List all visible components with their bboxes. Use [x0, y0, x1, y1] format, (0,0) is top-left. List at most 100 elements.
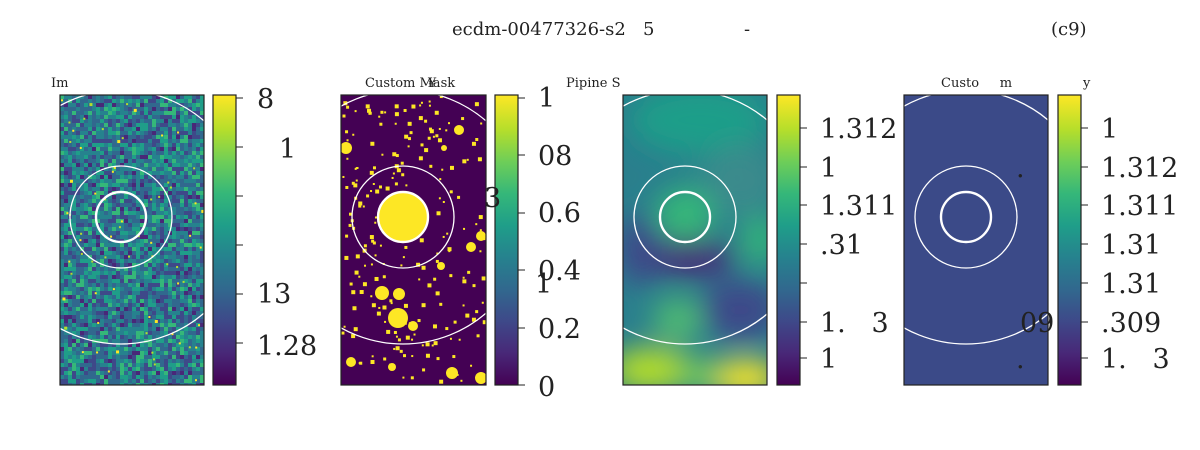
- noise-pixel: [196, 319, 200, 323]
- noise-pixel: [96, 107, 100, 111]
- noise-pixel: [120, 343, 124, 347]
- overlap-dot: .: [1016, 344, 1025, 375]
- noise-pixel: [116, 99, 120, 103]
- noise-pixel: [124, 363, 128, 367]
- noise-pixel: [160, 323, 164, 327]
- noise-pixel: [188, 327, 192, 331]
- noise-pixel: [80, 95, 84, 99]
- noise-pixel: [180, 231, 184, 235]
- noise-pixel: [84, 263, 88, 267]
- noise-pixel: [168, 147, 172, 151]
- noise-pixel: [92, 371, 96, 375]
- noise-pixel: [96, 219, 100, 223]
- noise-pixel: [164, 151, 168, 155]
- noise-pixel: [72, 303, 76, 307]
- noise-pixel: [84, 191, 88, 195]
- noise-pixel: [64, 243, 68, 247]
- noise-pixel: [104, 143, 108, 147]
- noise-pixel: [76, 339, 80, 343]
- noise-pixel: [68, 275, 72, 279]
- noise-pixel: [140, 303, 144, 307]
- noise-pixel: [60, 319, 64, 323]
- noise-pixel: [60, 231, 64, 235]
- noise-pixel: [128, 167, 132, 171]
- noise-pixel: [148, 131, 152, 135]
- panel-2-outer-ring: [341, 95, 486, 345]
- noise-pixel: [120, 259, 124, 263]
- noise-pixel: [176, 207, 180, 211]
- noise-pixel: [192, 143, 196, 147]
- noise-pixel: [124, 151, 128, 155]
- noise-pixel: [148, 267, 152, 271]
- noise-pixel: [112, 147, 116, 151]
- noise-pixel: [100, 195, 104, 199]
- noise-pixel: [92, 203, 96, 207]
- noise-pixel: [176, 147, 180, 151]
- noise-pixel: [64, 251, 68, 255]
- noise-pixel: [80, 295, 84, 299]
- noise-pixel: [184, 167, 188, 171]
- noise-pixel: [84, 259, 88, 263]
- noise-pixel: [180, 235, 184, 239]
- panel-4-title: Custo m: [941, 76, 1012, 91]
- noise-pixel: [88, 375, 92, 379]
- noise-pixel: [80, 179, 84, 183]
- noise-pixel: [180, 315, 184, 319]
- noise-pixel: [100, 343, 104, 347]
- noise-pixel: [72, 343, 76, 347]
- noise-pixel: [152, 191, 156, 195]
- noise-pixel: [164, 159, 168, 163]
- noise-pixel: [188, 291, 192, 295]
- noise-pixel: [76, 331, 80, 335]
- noise-pixel: [188, 127, 192, 131]
- noise-pixel: [64, 291, 68, 295]
- noise-pixel: [200, 271, 204, 275]
- noise-pixel: [100, 375, 104, 379]
- noise-pixel: [112, 103, 116, 107]
- noise-pixel: [144, 243, 148, 247]
- noise-pixel: [112, 283, 116, 287]
- noise-pixel: [108, 115, 112, 119]
- noise-pixel: [108, 283, 112, 287]
- noise-pixel: [68, 351, 72, 355]
- noise-pixel: [104, 279, 108, 283]
- noise-pixel: [112, 339, 116, 343]
- noise-pixel: [188, 211, 192, 215]
- noise-pixel: [104, 199, 108, 203]
- noise-pixel: [188, 243, 192, 247]
- noise-pixel: [116, 287, 120, 291]
- noise-pixel: [116, 167, 120, 171]
- noise-pixel: [116, 231, 120, 235]
- noise-pixel: [152, 159, 156, 163]
- noise-pixel: [76, 219, 80, 223]
- noise-pixel: [132, 211, 136, 215]
- mask-pixel: [445, 327, 449, 331]
- noise-pixel: [84, 135, 88, 139]
- noise-pixel: [156, 123, 160, 127]
- noise-pixel: [152, 335, 156, 339]
- noise-pixel: [68, 115, 72, 119]
- noise-pixel: [180, 255, 184, 259]
- noise-pixel: [100, 187, 104, 191]
- noise-pixel: [124, 279, 128, 283]
- noise-pixel: [104, 291, 108, 295]
- noise-pixel: [180, 131, 184, 135]
- noise-pixel: [160, 235, 164, 239]
- panel-3-title: Pipine S: [566, 76, 621, 91]
- noise-pixel: [176, 255, 180, 259]
- noise-pixel: [136, 375, 140, 379]
- noise-pixel: [172, 159, 176, 163]
- noise-pixel: [156, 347, 160, 351]
- noise-pixel: [100, 131, 104, 135]
- noise-pixel: [192, 151, 196, 155]
- star-pixel: [199, 246, 202, 249]
- noise-pixel: [64, 311, 68, 315]
- noise-pixel: [200, 343, 204, 347]
- noise-pixel: [184, 287, 188, 291]
- noise-pixel: [60, 259, 64, 263]
- colorbar-2-tick-label: 0.6: [538, 198, 581, 229]
- noise-pixel: [116, 143, 120, 147]
- noise-pixel: [124, 251, 128, 255]
- noise-pixel: [192, 163, 196, 167]
- mask-pixel: [438, 197, 441, 200]
